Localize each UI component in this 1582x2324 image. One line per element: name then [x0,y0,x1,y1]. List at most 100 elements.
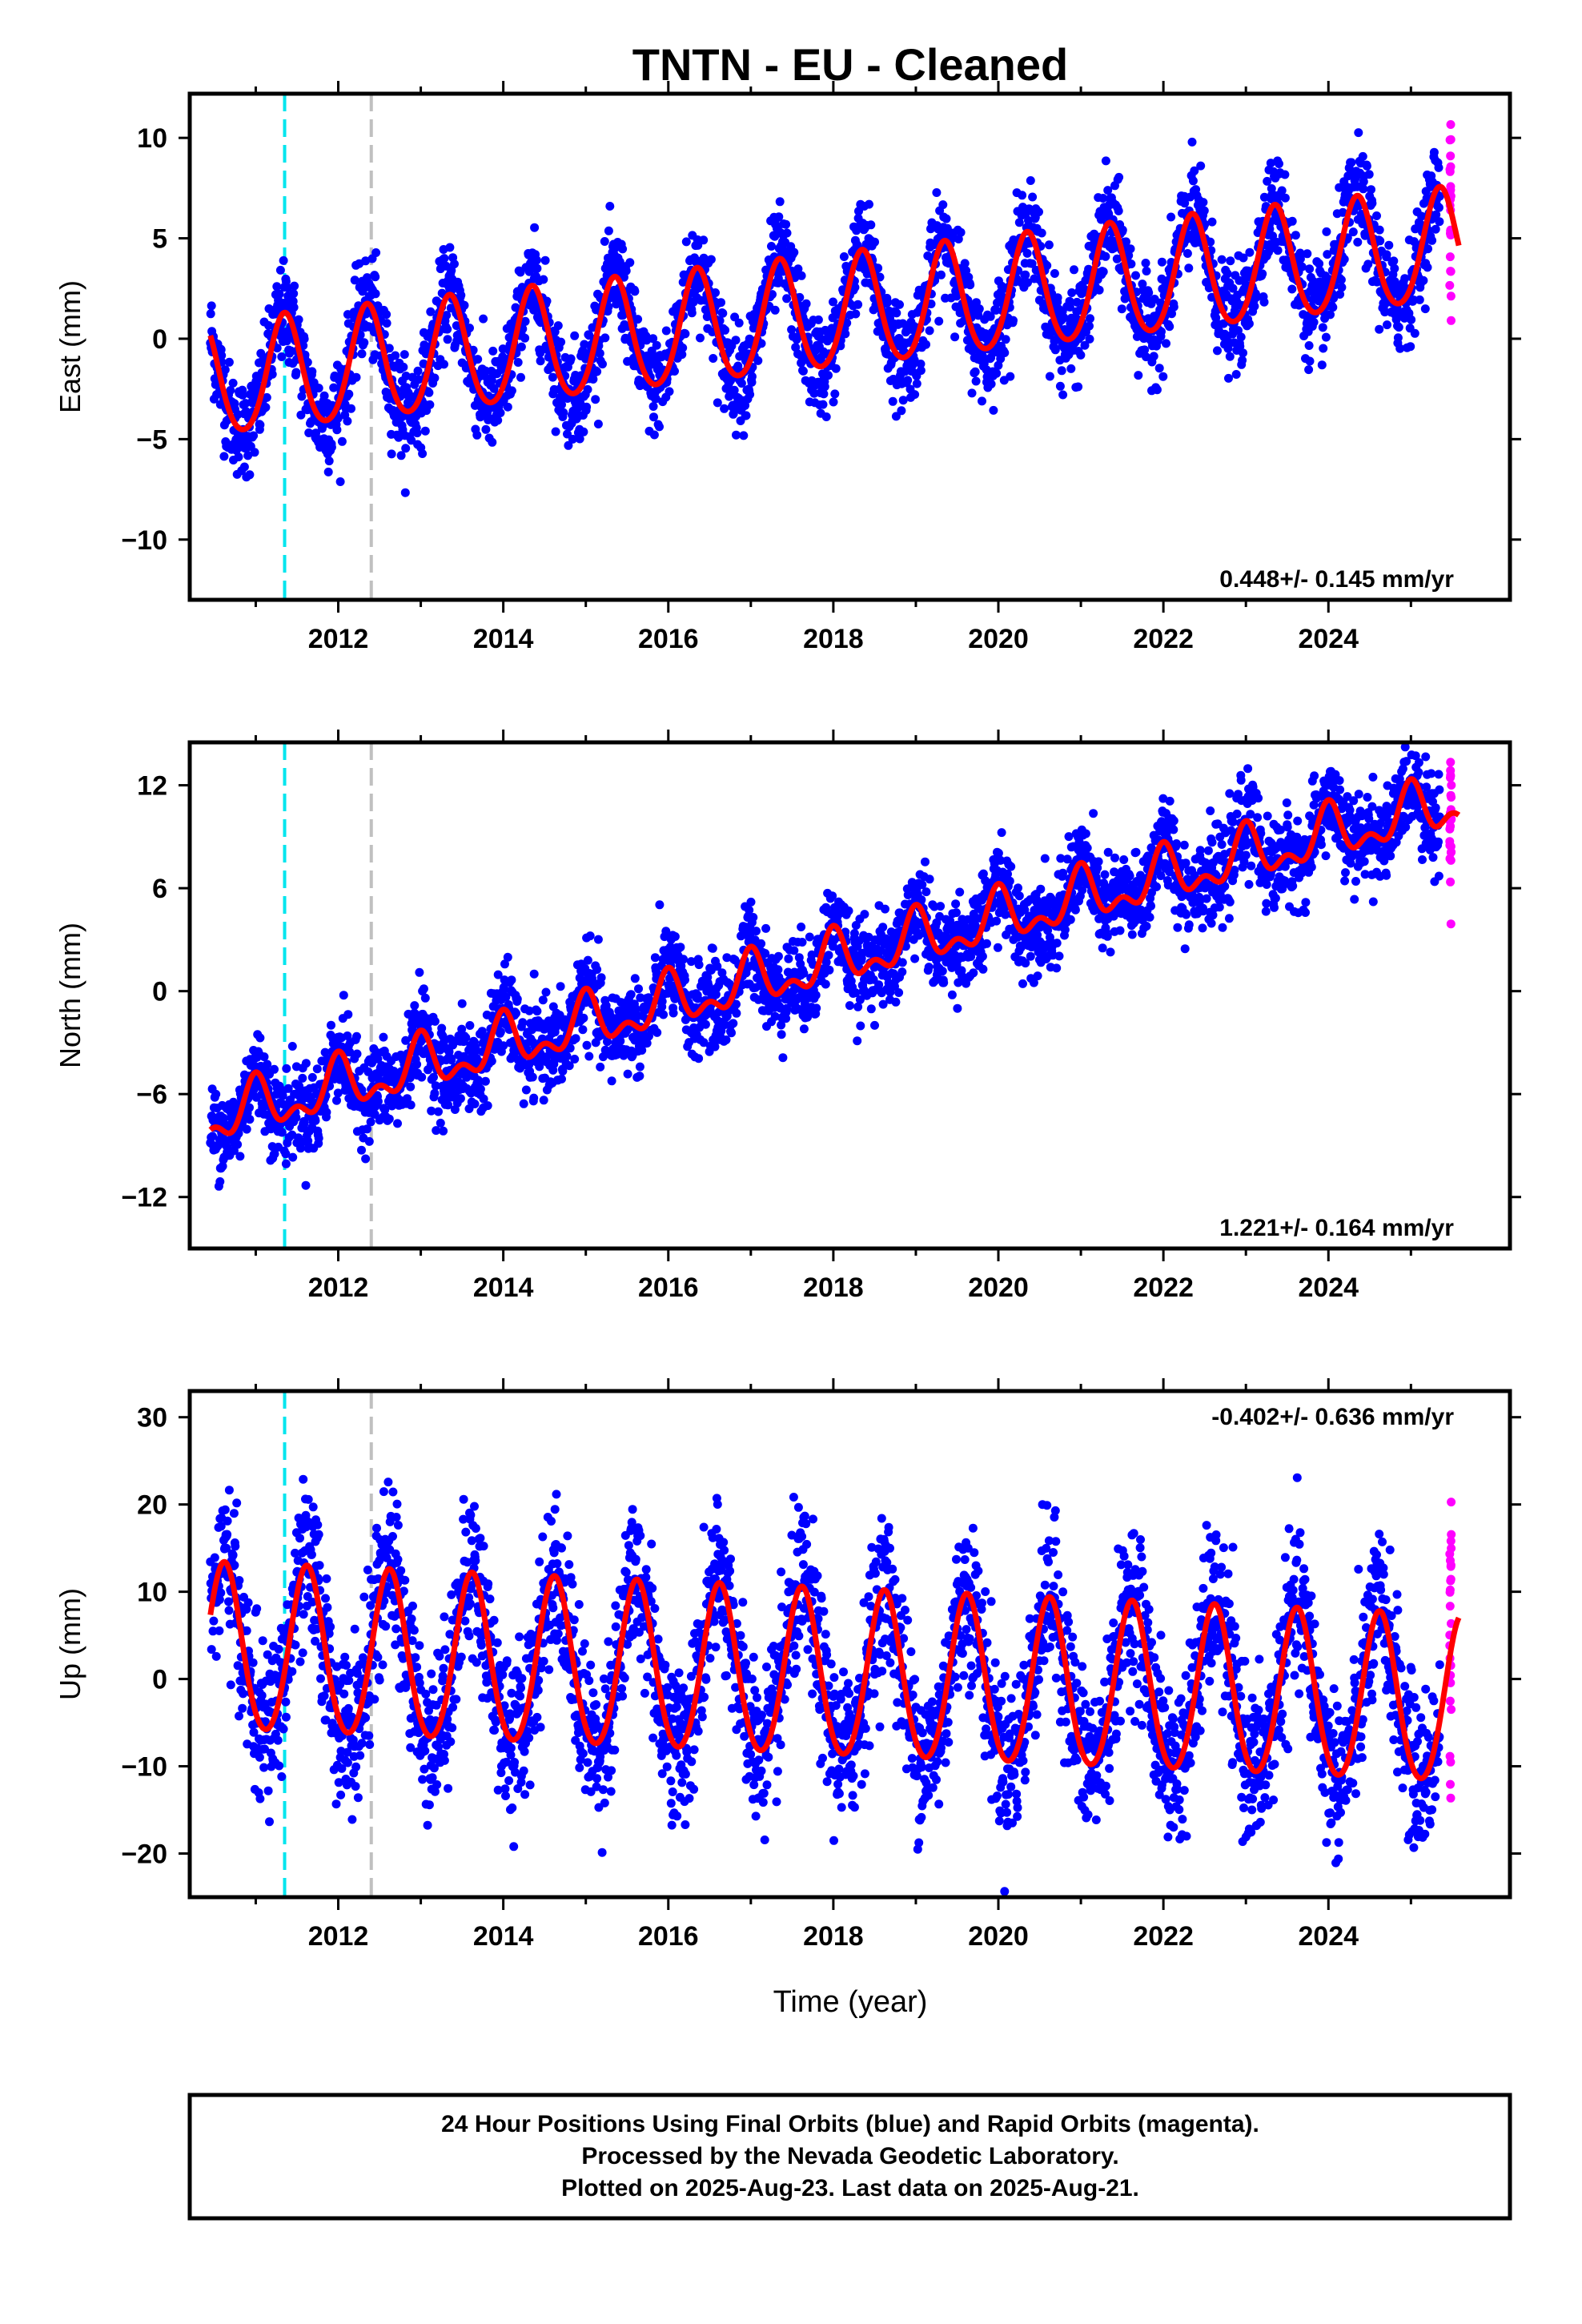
east-point [842,318,852,328]
east-point [540,255,550,265]
east-point [1167,309,1176,319]
east-point [1319,344,1328,353]
east-point [1101,156,1110,166]
east-point [333,413,343,423]
east-point [275,289,284,299]
east-point [361,256,371,266]
north-point [596,973,606,983]
east-point [1141,259,1150,267]
east-point [488,437,497,447]
east-point [633,315,643,324]
east-point [277,352,287,361]
north-point [415,967,424,977]
east-point [1423,263,1432,272]
east-point [1375,225,1384,235]
north-point [332,1096,341,1105]
east-point [798,366,808,376]
east-point [605,202,615,211]
east-point [400,350,409,360]
east-point [255,420,265,429]
east-point [425,400,435,409]
north-point [784,954,793,963]
east-point [1304,341,1314,350]
east-point [245,470,255,480]
east-point [954,235,963,243]
east-point [391,351,400,360]
east-point [821,412,831,421]
east-point [916,360,926,368]
north-point [583,955,592,965]
east-point [283,283,292,292]
east-point [1131,271,1140,280]
east-point [1142,352,1150,362]
east-point [1053,293,1062,303]
east-point [1018,191,1027,200]
east-point [1080,340,1090,350]
north-point [518,1018,528,1027]
north-point [538,995,548,1005]
east-point [1322,227,1331,236]
east-point [753,356,763,365]
east-point [241,407,251,416]
east-point [912,379,921,388]
east-point [1336,275,1346,284]
east-point [1065,303,1074,312]
east-ytick-label: 0 [152,324,167,355]
east-point [323,467,333,476]
north-point [761,923,771,933]
east-point [767,242,776,251]
east-point [1000,348,1010,357]
east-point [1410,328,1419,338]
east-point [1291,231,1300,240]
east-point [556,337,566,347]
east-point [1140,345,1150,355]
north-point [529,969,539,979]
east-point [1126,259,1136,269]
east-point [1347,158,1356,167]
east-rate-label: 0.448+/- 0.145 mm/yr [1219,566,1454,593]
east-point [1224,373,1233,383]
east-point [1226,256,1235,266]
east-point [699,235,709,245]
north-point [288,1152,298,1162]
north-point [287,1042,297,1051]
north-point [430,1016,440,1026]
east-point [781,219,791,229]
north-point [579,1013,588,1023]
north-point [235,1152,245,1161]
east-point [648,334,658,344]
east-xtick-label: 2024 [1298,624,1359,654]
east-point [234,452,243,462]
east-ytick-label: 5 [152,224,167,255]
east-point [1055,381,1065,391]
north-point [291,1113,301,1122]
east-point [262,392,271,402]
east-point [818,400,828,409]
north-point [626,990,636,999]
east-point [1199,198,1208,207]
east-point [332,425,342,435]
east-point [250,448,259,457]
north-point [366,1117,375,1127]
east-point [1188,176,1198,186]
east-point [974,304,984,314]
east-point [371,272,380,282]
east-point [303,357,312,367]
east-point [568,434,577,444]
east-point [570,331,580,340]
east-point [279,255,288,265]
east-point [1027,259,1037,268]
east-point [272,282,282,292]
east-point [937,270,946,279]
north-point [245,1115,255,1124]
east-point [706,255,716,264]
east-point [942,214,951,223]
east-point [249,431,259,440]
east-point [532,255,541,265]
east-point [563,429,572,439]
east-point [1337,283,1347,292]
east-point [1134,371,1143,380]
north-point [729,1019,738,1028]
east-point [582,402,592,412]
